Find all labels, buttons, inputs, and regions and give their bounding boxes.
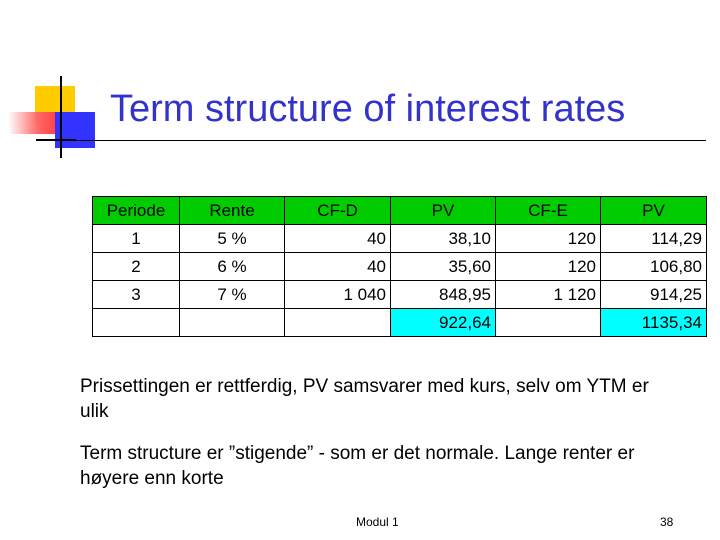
cell-periode: [92, 308, 180, 337]
decor-vertical-line: [60, 76, 62, 158]
paragraph-fair-pricing: Prissettingen er rettferdig, PV samsvare…: [80, 376, 649, 422]
cell-rente: 6 %: [179, 252, 285, 281]
total-pv-d: 922,64: [390, 308, 496, 337]
header-rente: Rente: [179, 196, 285, 225]
paragraph-term-structure: Term structure er ”stigende” - som er de…: [80, 443, 635, 489]
cell-cf-d: 40: [284, 224, 391, 253]
cell-periode: 3: [92, 280, 180, 309]
total-pv-e: 1135,34: [600, 308, 707, 337]
cell-cf-e: 120: [495, 224, 601, 253]
cell-pv-e: 914,25: [600, 280, 707, 309]
interest-rate-table: Periode Rente CF-D PV CF-E PV 1 5 % 40 3…: [92, 196, 707, 337]
cell-cf-d: [284, 308, 391, 337]
title-underline: [36, 140, 706, 141]
cell-pv-d: 35,60: [390, 252, 496, 281]
table-row: 2 6 % 40 35,60 120 106,80: [92, 252, 707, 281]
cell-periode: 1: [92, 224, 180, 253]
decor-red-bar: [8, 112, 64, 134]
cell-cf-e: [495, 308, 601, 337]
cell-pv-e: 106,80: [600, 252, 707, 281]
cell-periode: 2: [92, 252, 180, 281]
footer-module-label: Modul 1: [356, 515, 399, 529]
cell-rente: 7 %: [179, 280, 285, 309]
cell-pv-d: 848,95: [390, 280, 496, 309]
cell-cf-d: 40: [284, 252, 391, 281]
cell-cf-d: 1 040: [284, 280, 391, 309]
table-total-row: 922,64 1135,34: [92, 308, 707, 337]
cell-rente: 5 %: [179, 224, 285, 253]
table-header-row: Periode Rente CF-D PV CF-E PV: [92, 196, 707, 225]
header-cf-d: CF-D: [284, 196, 391, 225]
slide-title: Term structure of interest rates: [110, 88, 626, 130]
cell-pv-d: 38,10: [390, 224, 496, 253]
cell-cf-e: 120: [495, 252, 601, 281]
table-row: 1 5 % 40 38,10 120 114,29: [92, 224, 707, 253]
header-periode: Periode: [92, 196, 180, 225]
decor-horizontal-tick: [36, 139, 76, 141]
header-pv-d: PV: [390, 196, 496, 225]
table-row: 3 7 % 1 040 848,95 1 120 914,25: [92, 280, 707, 309]
cell-pv-e: 114,29: [600, 224, 707, 253]
page-number: 38: [660, 515, 674, 529]
cell-cf-e: 1 120: [495, 280, 601, 309]
header-pv-e: PV: [600, 196, 707, 225]
cell-rente: [179, 308, 285, 337]
header-cf-e: CF-E: [495, 196, 601, 225]
